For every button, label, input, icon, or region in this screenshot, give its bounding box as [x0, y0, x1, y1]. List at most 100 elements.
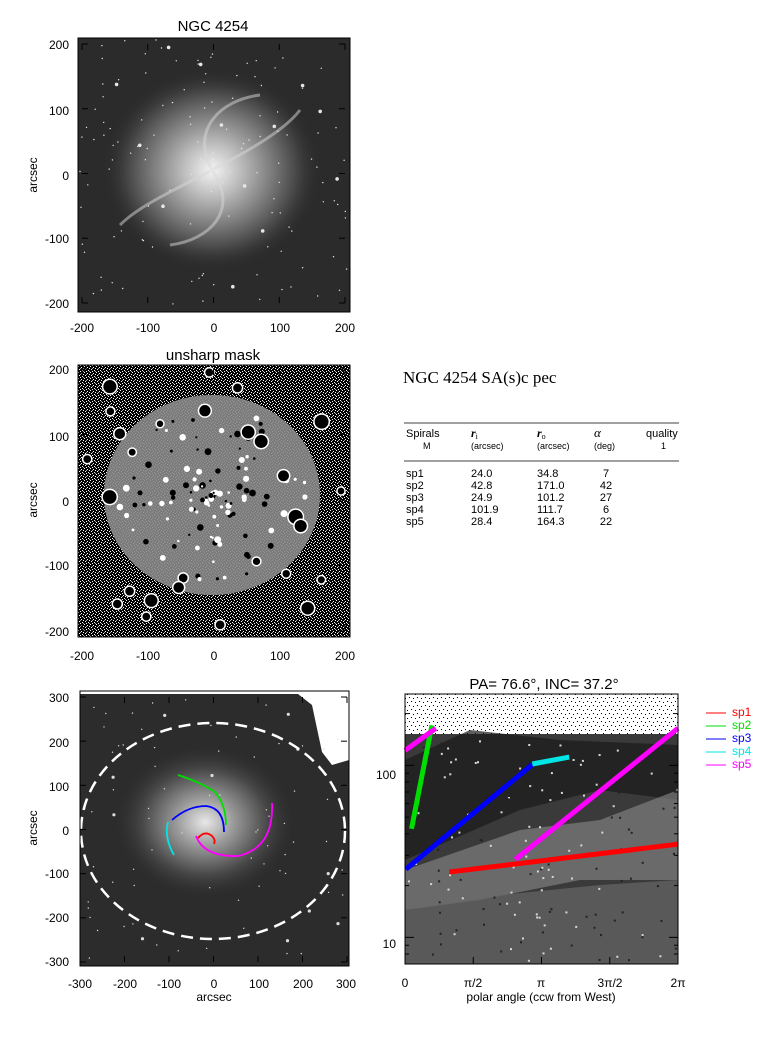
star: [203, 81, 205, 84]
mask-blob: [293, 477, 297, 481]
mask-blob: [177, 539, 180, 543]
panel3-arm-sp4: [165, 821, 175, 856]
speckle: [510, 891, 513, 894]
table-header-ro-subscript: o: [542, 432, 546, 441]
table-header-alpha: α: [594, 425, 602, 440]
panel2-ytick-label: 0: [62, 495, 69, 509]
star: [212, 158, 214, 161]
star: [280, 250, 282, 252]
mask-blob: [183, 482, 189, 489]
star: [154, 765, 156, 768]
star: [210, 773, 214, 778]
speckle: [549, 947, 552, 950]
star: [322, 201, 324, 203]
speckle: [504, 775, 507, 778]
star: [300, 83, 305, 88]
speckle: [484, 763, 487, 766]
star: [268, 815, 270, 817]
table-header-quality-sub: 1: [661, 441, 666, 451]
star: [156, 944, 158, 946]
mask-blob: [261, 501, 268, 507]
mask-blob: [164, 429, 168, 432]
speckle: [522, 937, 524, 940]
star: [278, 181, 280, 184]
panel2-unsharp-mask-image: unsharp mask arcsec -200 -100 0 100 200 …: [26, 347, 355, 663]
star: [278, 162, 280, 164]
speckle: [439, 943, 442, 946]
panel4-xtick-label: π: [537, 976, 545, 990]
mask-blob: [267, 542, 274, 549]
speckle: [550, 772, 553, 775]
table-header-spirals-sub: M: [423, 441, 431, 451]
mask-blob: [159, 500, 165, 507]
mask-blob: [214, 536, 222, 544]
speckle: [451, 836, 453, 839]
legend-item-sp2: sp2: [706, 718, 752, 732]
mask-star: [101, 488, 119, 506]
mask-blob: [148, 501, 153, 506]
star: [151, 246, 154, 248]
star: [80, 206, 82, 208]
star: [219, 794, 221, 796]
panel4-bright-band: [405, 790, 678, 910]
star: [100, 289, 103, 291]
star: [263, 863, 265, 865]
panel2-xtick-label: 0: [211, 649, 218, 663]
speckle: [587, 756, 590, 759]
info-heading: NGC 4254 SA(s)c pec: [403, 368, 557, 387]
mask-blob: [170, 495, 176, 500]
speckle: [613, 919, 616, 922]
mask-blob: [122, 484, 130, 492]
panel2-ticks: [81, 368, 346, 632]
star: [81, 243, 84, 245]
panel3-xtick-label: -100: [157, 977, 181, 991]
panel3-xtick-label: -300: [68, 977, 92, 991]
panel2-frame: [77, 364, 351, 638]
speckle: [418, 754, 421, 757]
speckle: [598, 887, 601, 890]
star: [101, 45, 103, 47]
star: [87, 907, 90, 909]
panel1-xtick-label: 0: [211, 321, 218, 335]
star: [337, 203, 339, 206]
star: [267, 845, 269, 847]
panel1-ticks: [81, 43, 346, 304]
mask-blob: [263, 493, 270, 500]
mask-blob: [212, 514, 217, 519]
mask-blob: [155, 428, 158, 432]
panel3-ytick-label: 300: [49, 691, 69, 705]
mask-blob: [234, 430, 241, 438]
mask-star: [127, 447, 138, 458]
mask-blob: [196, 468, 203, 475]
panel1-ytick-label: 100: [49, 104, 69, 118]
mask-blob: [169, 500, 173, 505]
panel1-ylabel: arcsec: [26, 157, 40, 192]
star: [211, 101, 213, 103]
table-row: sp1 24.0 34.8 7: [406, 468, 609, 480]
star: [307, 909, 311, 913]
panel2-xtick-label: -100: [136, 649, 160, 663]
star: [332, 256, 335, 258]
speckle: [601, 831, 604, 834]
speckle: [541, 931, 544, 934]
mask-star: [280, 568, 292, 579]
speckle: [628, 959, 630, 962]
star: [317, 295, 319, 297]
mask-blob: [225, 509, 231, 516]
table-cell-name: sp3: [406, 492, 424, 504]
star: [242, 184, 247, 188]
star: [112, 144, 114, 147]
panel1-xtick-label: -100: [136, 321, 160, 335]
star: [141, 239, 144, 241]
star: [255, 831, 257, 833]
table-cell-alpha: 22: [600, 516, 612, 528]
speckle: [482, 908, 485, 910]
mask-blob: [200, 497, 205, 503]
star: [197, 141, 199, 143]
star: [122, 287, 124, 290]
table-cell-alpha: 27: [600, 492, 612, 504]
star: [153, 134, 155, 136]
star: [111, 775, 115, 779]
mask-blob: [193, 485, 200, 492]
